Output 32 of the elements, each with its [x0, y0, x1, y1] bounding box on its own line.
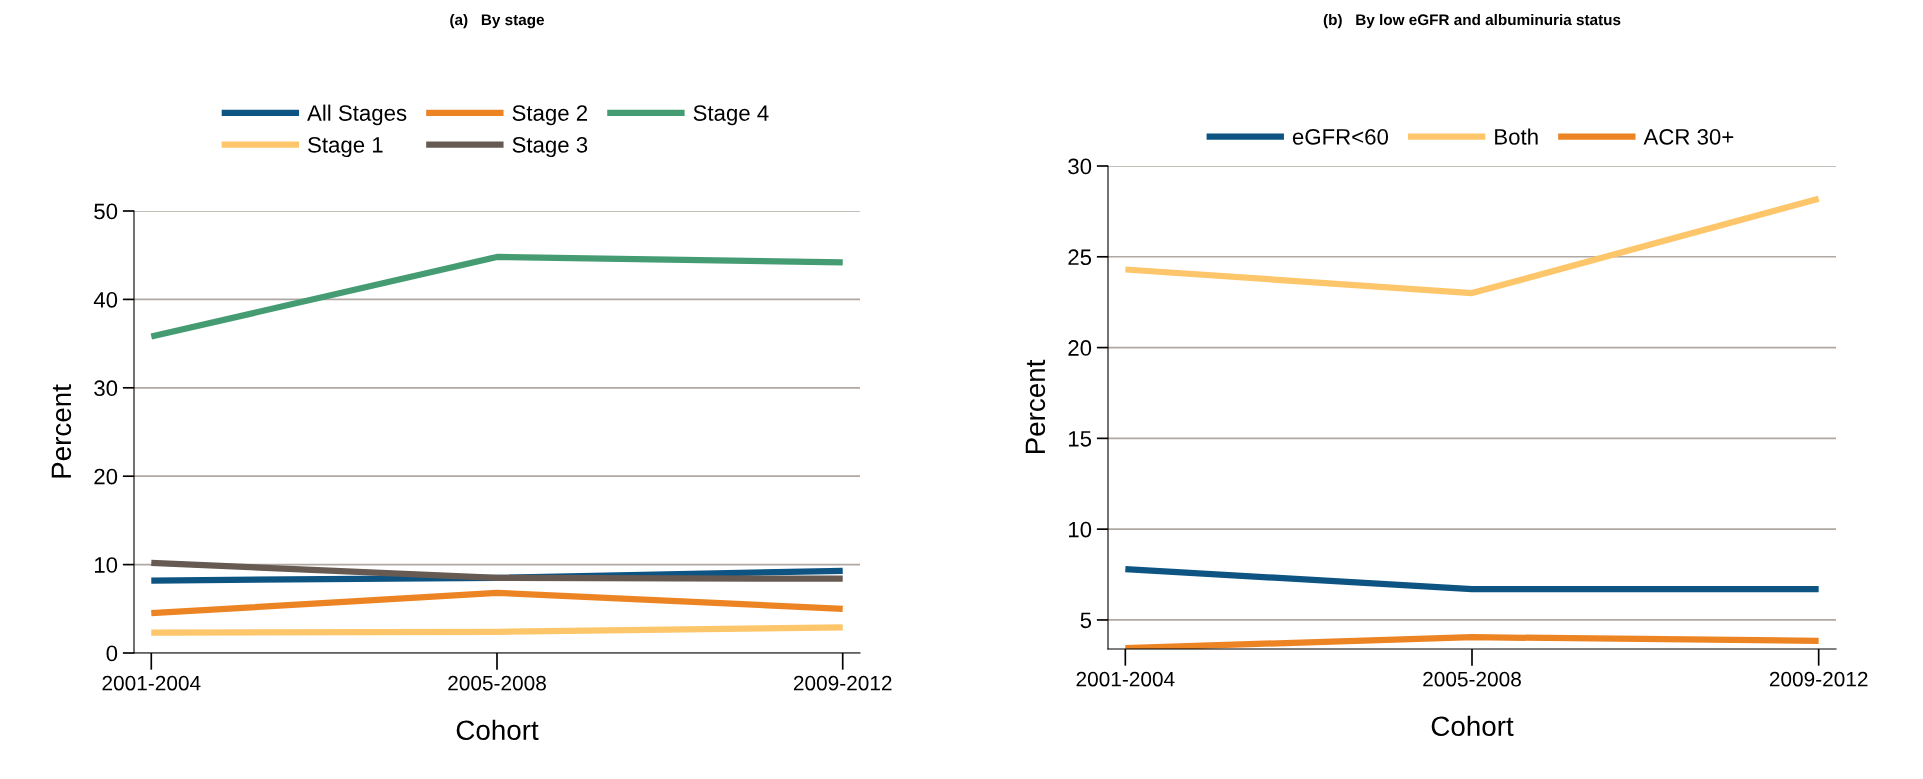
y-tick-label: 5 — [1080, 612, 1092, 629]
x-tick-label: 2005-2008 — [1423, 671, 1521, 687]
x-tick-label: 2009-2012 — [1769, 671, 1868, 687]
y-tick-label: 0 — [106, 645, 118, 662]
y-tick-label: 50 — [94, 203, 118, 220]
legend-label: Stage 2 — [512, 105, 588, 126]
legend-label: Stage 4 — [693, 105, 769, 126]
legend-label: All Stages — [307, 104, 407, 126]
legend-label: eGFR<60 — [1292, 128, 1389, 145]
y-tick-label: 40 — [93, 291, 118, 308]
y-axis-title: Percent — [51, 384, 72, 478]
x-tick-label: 2001-2004 — [102, 675, 201, 691]
legend-label: Both — [1495, 128, 1538, 145]
y-axis-title: Percent — [1025, 359, 1046, 454]
x-tick-label: 2001-2004 — [1076, 671, 1175, 687]
y-tick-label: 25 — [1068, 249, 1092, 266]
x-axis-title: Cohort — [456, 719, 539, 741]
chart-title: (b) By low eGFR and albuminuria status — [1323, 13, 1621, 29]
y-tick-label: 20 — [1068, 340, 1092, 356]
legend-label: Stage 3 — [512, 136, 588, 158]
x-axis-title: Cohort — [1431, 715, 1514, 737]
y-tick-label: 30 — [94, 380, 118, 397]
y-tick-label: 10 — [95, 557, 118, 573]
y-tick-label: 20 — [94, 468, 118, 485]
legend-label: ACR 30+ — [1643, 128, 1734, 145]
x-tick-label: 2005-2008 — [448, 675, 546, 691]
x-tick-label: 2009-2012 — [793, 675, 892, 691]
y-tick-label: 10 — [1069, 521, 1092, 538]
legend-label: Stage 1 — [308, 136, 383, 158]
y-tick-label: 15 — [1069, 431, 1092, 447]
chart-title: (a) By stage — [450, 13, 545, 29]
y-tick-label: 30 — [1068, 158, 1092, 175]
